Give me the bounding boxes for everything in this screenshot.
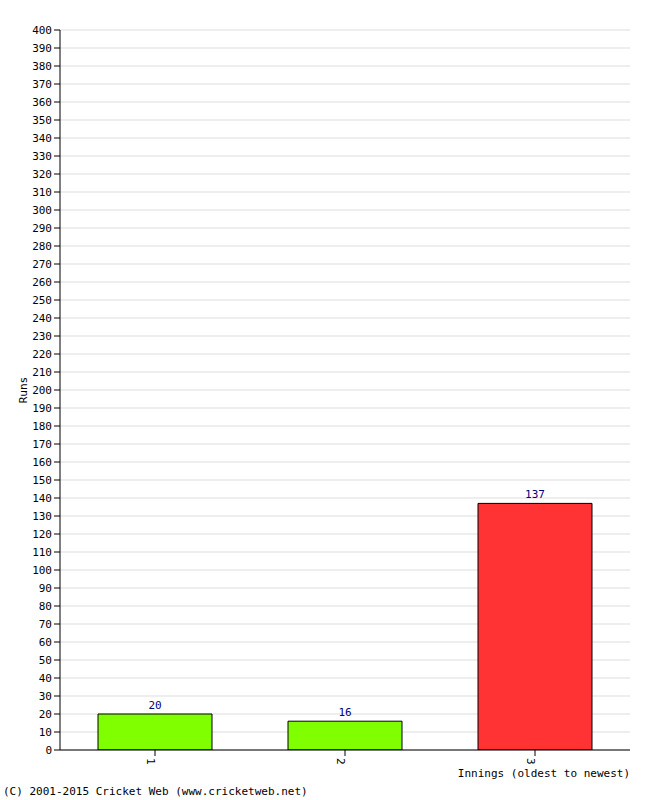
svg-text:370: 370 [32, 78, 52, 91]
html-text:Innings (oldest to newest): Innings (oldest to newest) [457, 767, 630, 780]
svg-text:90: 90 [39, 582, 52, 595]
svg-text:150: 150 [32, 474, 52, 487]
html-text:Runs: Runs [17, 376, 30, 404]
svg-text:390: 390 [32, 42, 52, 55]
svg-text:50: 50 [39, 654, 52, 667]
svg-text:3: 3 [524, 758, 537, 765]
svg-text:100: 100 [32, 564, 52, 577]
svg-text:310: 310 [32, 186, 52, 199]
svg-text:40: 40 [39, 672, 52, 685]
svg-text:0: 0 [45, 744, 52, 757]
svg-text:170: 170 [32, 438, 52, 451]
svg-text:190: 190 [32, 402, 52, 415]
svg-text:320: 320 [32, 168, 52, 181]
svg-text:20: 20 [148, 699, 161, 712]
svg-text:2: 2 [334, 758, 347, 765]
svg-text:137: 137 [525, 488, 545, 501]
svg-text:110: 110 [32, 546, 52, 559]
svg-text:220: 220 [32, 348, 52, 361]
svg-text:180: 180 [32, 420, 52, 433]
svg-text:280: 280 [32, 240, 52, 253]
svg-text:290: 290 [32, 222, 52, 235]
svg-text:300: 300 [32, 204, 52, 217]
svg-text:30: 30 [39, 690, 52, 703]
svg-text:250: 250 [32, 294, 52, 307]
svg-text:120: 120 [32, 528, 52, 541]
svg-text:16: 16 [338, 706, 351, 719]
svg-text:10: 10 [39, 726, 52, 739]
svg-text:360: 360 [32, 96, 52, 109]
svg-text:1: 1 [144, 758, 157, 765]
svg-text:400: 400 [32, 24, 52, 37]
svg-text:160: 160 [32, 456, 52, 469]
svg-text:270: 270 [32, 258, 52, 271]
svg-text:340: 340 [32, 132, 52, 145]
svg-text:230: 230 [32, 330, 52, 343]
svg-text:130: 130 [32, 510, 52, 523]
svg-text:20: 20 [39, 708, 52, 721]
svg-text:210: 210 [32, 366, 52, 379]
html-text:(C) 2001-2015 Cricket Web (www: (C) 2001-2015 Cricket Web (www.cricketwe… [3, 785, 308, 798]
svg-text:70: 70 [39, 618, 52, 631]
svg-text:350: 350 [32, 114, 52, 127]
svg-text:260: 260 [32, 276, 52, 289]
svg-text:60: 60 [39, 636, 52, 649]
svg-text:330: 330 [32, 150, 52, 163]
svg-text:80: 80 [39, 600, 52, 613]
svg-text:140: 140 [32, 492, 52, 505]
svg-text:240: 240 [32, 312, 52, 325]
svg-text:380: 380 [32, 60, 52, 73]
svg-text:200: 200 [32, 384, 52, 397]
